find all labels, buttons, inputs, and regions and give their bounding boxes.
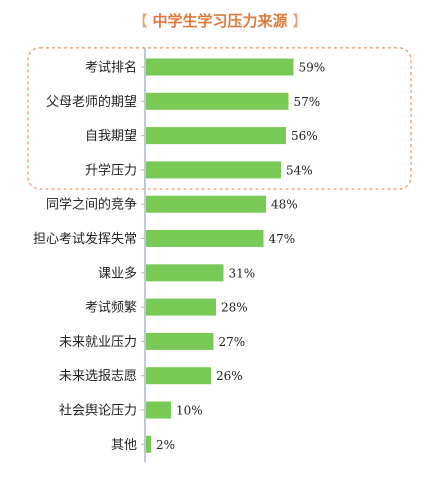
bar — [146, 127, 286, 145]
bar — [146, 264, 224, 282]
category-label: 考试排名 — [85, 60, 137, 76]
bar — [146, 332, 214, 350]
category-label: 课业多 — [98, 265, 137, 281]
value-label: 27% — [219, 335, 246, 349]
title-bracket-right: 】 — [287, 12, 308, 30]
bar — [146, 367, 211, 385]
value-label: 57% — [294, 95, 321, 109]
value-label: 2% — [156, 438, 175, 452]
value-label: 48% — [271, 198, 298, 212]
highlight-box — [27, 47, 412, 190]
value-label: 31% — [229, 266, 256, 280]
chart-title-text: 中学生学习压力来源 — [152, 12, 288, 30]
category-label: 社会舆论压力 — [59, 403, 137, 419]
value-label: 54% — [286, 163, 313, 177]
value-label: 47% — [269, 232, 296, 246]
title-bracket-left: 【 — [132, 12, 153, 30]
category-label: 未来就业压力 — [59, 335, 137, 350]
bar — [146, 401, 171, 419]
value-label: 10% — [176, 404, 203, 418]
bar — [146, 435, 151, 453]
bar — [146, 58, 294, 76]
bar — [146, 230, 264, 247]
value-label: 28% — [221, 301, 248, 315]
category-label: 考试频繁 — [85, 300, 137, 316]
category-label: 父母老师的期望 — [46, 94, 137, 110]
value-label: 59% — [299, 61, 326, 75]
category-label: 同学之间的竞争 — [46, 197, 137, 213]
chart-title: 【 中学生学习压力来源 】 — [0, 10, 440, 31]
category-label: 升学压力 — [85, 162, 137, 178]
bar — [146, 161, 281, 179]
category-label: 担心考试发挥失常 — [33, 231, 137, 247]
category-label: 未来选报志愿 — [59, 369, 137, 384]
bar — [146, 92, 289, 110]
bar — [146, 298, 216, 316]
value-label: 26% — [216, 369, 243, 383]
value-label: 56% — [291, 129, 318, 143]
category-label: 自我期望 — [85, 128, 137, 144]
bar — [146, 195, 266, 213]
category-label: 其他 — [111, 438, 137, 453]
